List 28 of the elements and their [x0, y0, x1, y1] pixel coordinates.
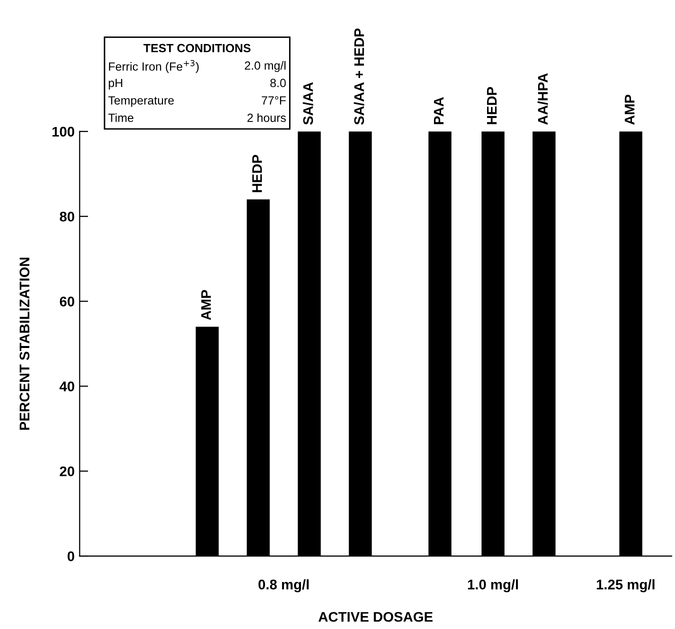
x-tick-label: AMP	[201, 290, 211, 320]
text: Ferric Iron (Fe$^{+3}$)	[109, 60, 199, 74]
text: 0.8 mg/l	[258, 579, 309, 592]
y-tick-label: 100	[52, 126, 74, 137]
text: 1.25 mg/l	[596, 579, 654, 592]
text: Temperature	[108, 96, 174, 107]
x-tick-label: SA/AA	[302, 82, 314, 125]
x-tick-label: AMP	[624, 94, 634, 125]
text: 8.0	[270, 78, 286, 88]
y-tick-label: 0	[68, 551, 74, 562]
x-tick-label: SA/AA + HEDP	[354, 28, 364, 125]
y-tick-label: 80	[60, 212, 74, 222]
x-tick-label: HEDP	[487, 86, 497, 124]
x-tick-label: AA/HPA	[538, 73, 548, 125]
text: 1.0 mg/l	[468, 579, 518, 592]
y-axis-title: PERCENT STABILIZATION	[20, 258, 30, 430]
text: 2 hours	[247, 113, 286, 122]
text: TEST CONDITIONS	[144, 44, 250, 52]
y-tick-label: 60	[60, 296, 74, 306]
text: Time	[108, 113, 134, 122]
x-tick-label: PAA	[434, 97, 444, 124]
x-tick-label: HEDP	[252, 154, 262, 192]
text: pH	[108, 78, 122, 90]
y-tick-label: 20	[60, 466, 74, 476]
text: 77°F	[262, 96, 286, 104]
y-tick-label: 40	[60, 382, 74, 392]
x-axis-title: ACTIVE DOSAGE	[318, 612, 433, 622]
text: 2.0 mg/l	[244, 61, 286, 72]
